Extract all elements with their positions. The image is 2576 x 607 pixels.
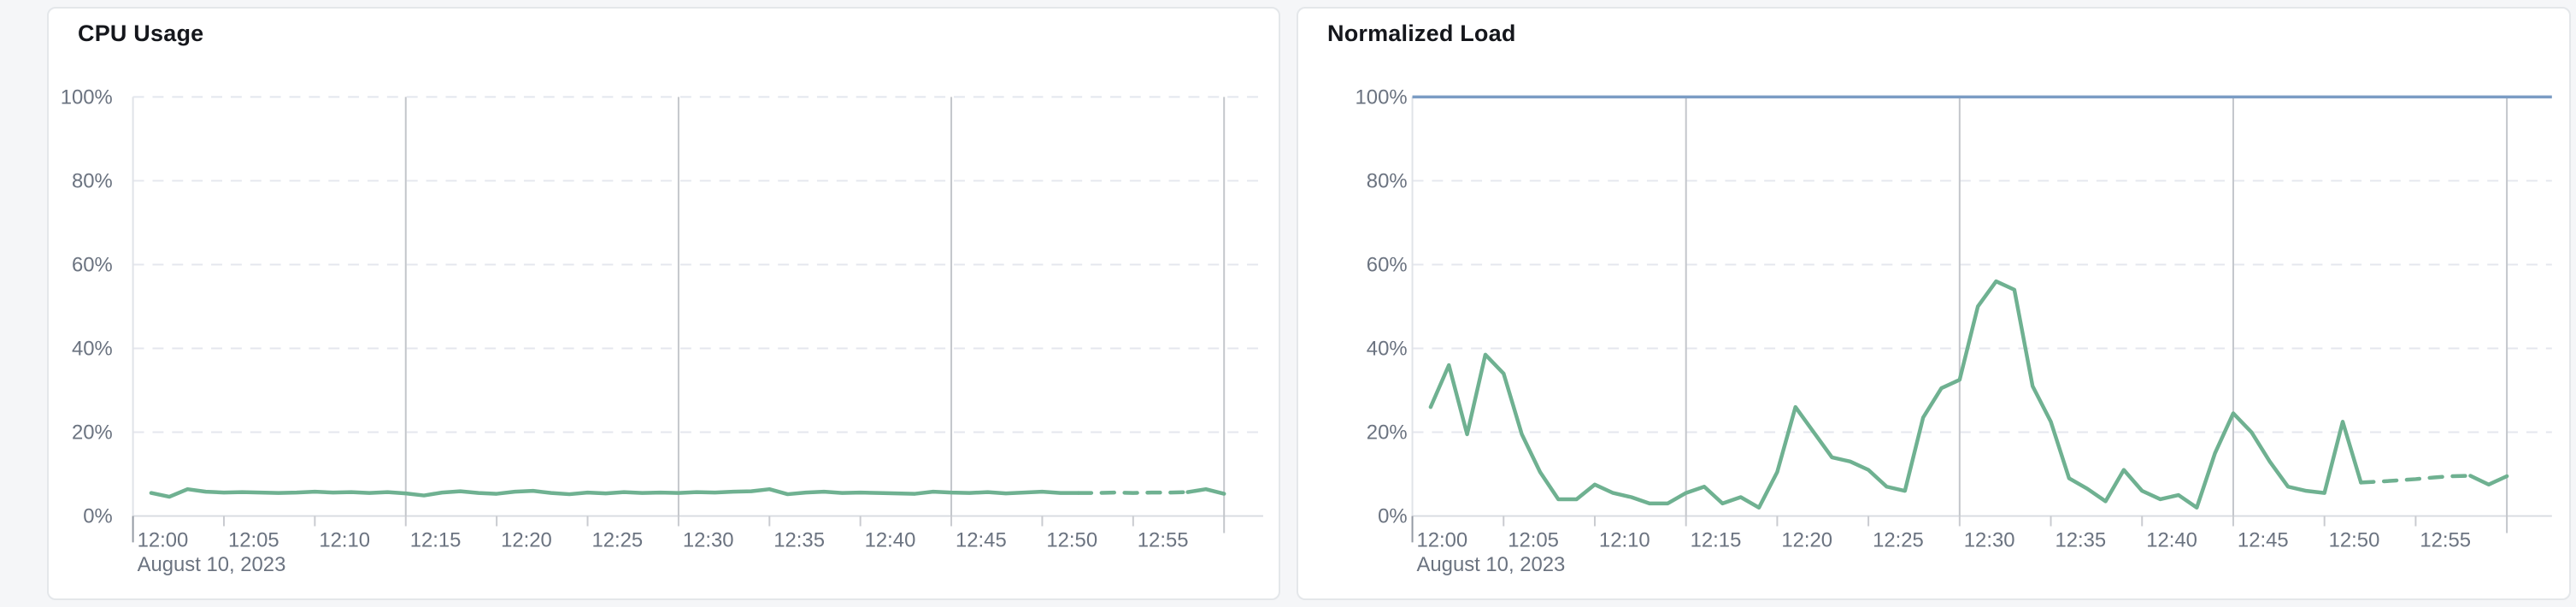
x-tick-label: 12:20 xyxy=(1781,528,1832,551)
y-tick-label: 0% xyxy=(83,505,112,528)
normalized-load-chart[interactable]: 0% 20% 40% 60% 80% 100% 12:00 12:05 12:10 12:15 12… xyxy=(1298,9,2569,598)
x-tick-label: 12:50 xyxy=(1046,528,1097,551)
series-line-solid-tail xyxy=(2468,474,2509,487)
x-tick-label: 12:35 xyxy=(2056,528,2107,551)
x-tick-label: 12:55 xyxy=(2420,528,2471,551)
x-tick-label: 12:25 xyxy=(591,528,643,551)
x-tick-label: 12:40 xyxy=(2146,528,2197,551)
x-tick-label: 12:25 xyxy=(1873,528,1924,551)
x-tick-label: 12:45 xyxy=(2238,528,2289,551)
y-tick-label: 20% xyxy=(1367,421,1408,444)
series-line-solid xyxy=(1428,279,2363,510)
y-tick-label: 80% xyxy=(72,169,113,192)
cpu-usage-panel: CPU Usage 0% 20% 40% 60% 80% 100% 12:00 12:05 12… xyxy=(47,7,1280,600)
y-tick-label: 60% xyxy=(72,253,113,276)
y-tick-label: 100% xyxy=(1356,85,1408,109)
y-tick-label: 80% xyxy=(1367,169,1408,192)
series-line-dashed-projection xyxy=(2359,474,2473,485)
y-tick-label: 20% xyxy=(72,421,113,444)
x-tick-label: 12:30 xyxy=(683,528,734,551)
x-tick-label: 12:05 xyxy=(1508,528,1559,551)
x-tick-label: 12:55 xyxy=(1138,528,1189,551)
normalized-load-panel-title: Normalized Load xyxy=(1327,21,1516,46)
x-tick-label: 12:30 xyxy=(1964,528,2015,551)
x-axis-date-label: August 10, 2023 xyxy=(138,553,286,576)
cpu-usage-panel-title: CPU Usage xyxy=(78,21,204,46)
x-tick-label: 12:15 xyxy=(410,528,462,551)
y-tick-label: 0% xyxy=(1378,505,1407,528)
normalized-load-panel: Normalized Load 0% 20% 40% 60% 80% 100% 12:00 1… xyxy=(1297,7,2571,600)
x-tick-label: 12:15 xyxy=(1691,528,1742,551)
y-tick-label: 40% xyxy=(1367,337,1408,360)
x-tick-label: 12:20 xyxy=(501,528,552,551)
series-line-solid-tail xyxy=(1185,486,1226,496)
series-line-dashed-projection xyxy=(1076,490,1190,495)
cpu-usage-chart[interactable]: 0% 20% 40% 60% 80% 100% 12:00 12:05 12:10 12:15 12… xyxy=(49,9,1279,598)
series-line-solid xyxy=(149,486,1081,499)
x-tick-label: 12:10 xyxy=(319,528,370,551)
x-tick-label: 12:45 xyxy=(956,528,1007,551)
x-tick-label: 12:05 xyxy=(228,528,279,551)
x-tick-label: 12:00 xyxy=(138,528,189,551)
y-tick-label: 60% xyxy=(1367,253,1408,276)
x-tick-label: 12:40 xyxy=(865,528,916,551)
x-tick-label: 12:00 xyxy=(1417,528,1468,551)
x-tick-label: 12:50 xyxy=(2329,528,2380,551)
x-axis-date-label: August 10, 2023 xyxy=(1417,553,1566,576)
y-tick-label: 100% xyxy=(61,85,113,109)
y-tick-label: 40% xyxy=(72,337,113,360)
x-tick-label: 12:10 xyxy=(1599,528,1650,551)
x-tick-label: 12:35 xyxy=(773,528,825,551)
